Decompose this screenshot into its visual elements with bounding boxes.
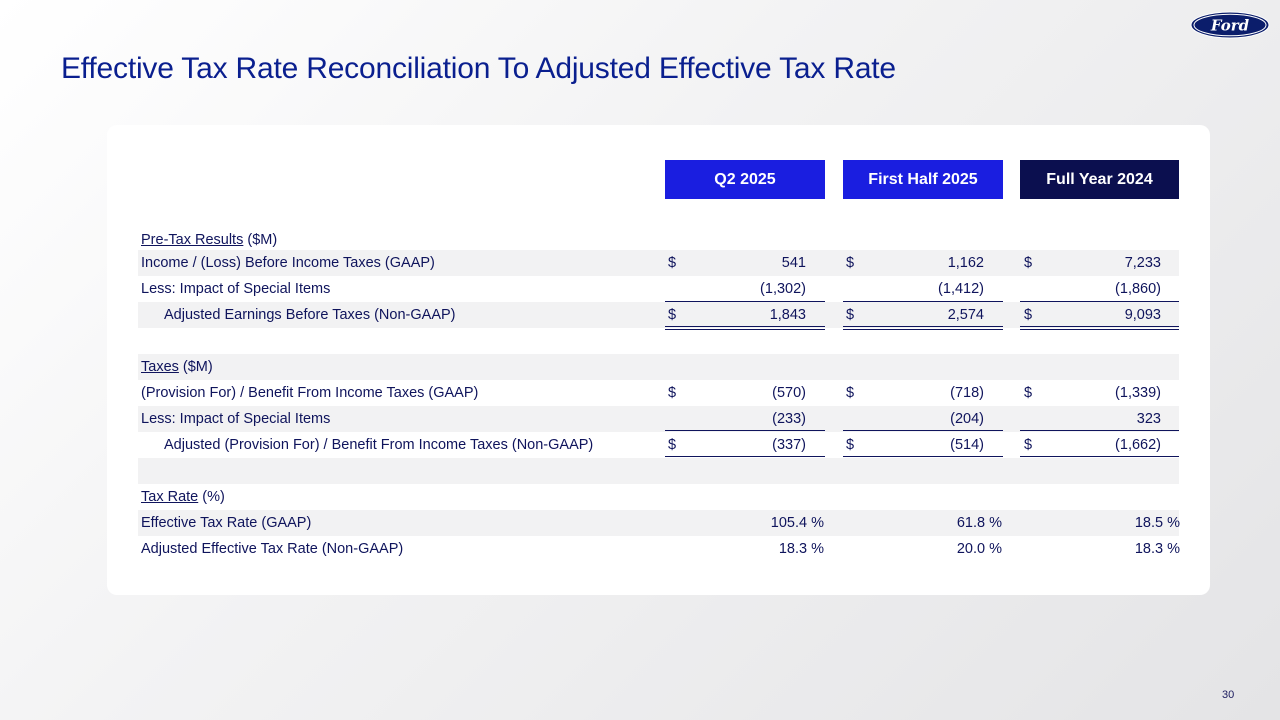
table-row: Income / (Loss) Before Income Taxes (GAA… [138, 250, 1179, 276]
row-label: Adjusted Effective Tax Rate (Non-GAAP) [141, 541, 404, 557]
cell-value: (204) [950, 411, 984, 427]
section-label: Tax Rate [141, 489, 199, 505]
currency-symbol: $ [846, 437, 855, 453]
currency-symbol: $ [668, 307, 677, 323]
row-label: Adjusted Earnings Before Taxes (Non-GAAP… [164, 307, 456, 323]
cell-value: (1,860) [1115, 281, 1161, 297]
table-row: Less: Impact of Special Items (1,302) (1… [138, 276, 1179, 302]
total-double-line [843, 326, 1003, 330]
cell-value: 541 [781, 255, 806, 271]
cell-value: (514) [950, 437, 984, 453]
cell-value: 1,843 [769, 307, 806, 323]
currency-symbol: $ [1024, 385, 1033, 401]
logo-text: Ford [1210, 17, 1250, 35]
currency-symbol: $ [668, 437, 677, 453]
spacer-row [138, 328, 1179, 354]
section-unit: ($M) [178, 359, 213, 375]
section-unit: ($M) [243, 232, 278, 248]
currency-symbol: $ [1024, 437, 1033, 453]
section-header-taxes: Taxes ($M) [138, 354, 1179, 380]
row-label: Less: Impact of Special Items [141, 281, 331, 297]
page-number: 30 [1222, 689, 1235, 701]
cell-value: (570) [772, 385, 806, 401]
row-label: Effective Tax Rate (GAAP) [141, 515, 312, 531]
column-header-full-year-2024: Full Year 2024 [1020, 160, 1179, 199]
cell-value: 7,233 [1124, 255, 1161, 271]
cell-value: (1,302) [760, 281, 806, 297]
cell-value: 9,093 [1124, 307, 1161, 323]
currency-symbol: $ [1024, 307, 1033, 323]
cell-value: 105.4 % [770, 515, 824, 531]
table-row: Adjusted (Provision For) / Benefit From … [138, 432, 1179, 460]
column-header-q2-2025: Q2 2025 [665, 160, 825, 199]
cell-value: (1,412) [938, 281, 984, 297]
subtotal-line [665, 301, 825, 302]
subtotal-line [843, 430, 1003, 431]
cell-value: (718) [950, 385, 984, 401]
row-label: Less: Impact of Special Items [141, 411, 331, 427]
total-double-line [665, 326, 825, 330]
table-row: Adjusted Earnings Before Taxes (Non-GAAP… [138, 302, 1179, 330]
cell-value: 61.8 % [956, 515, 1002, 531]
table-row: Effective Tax Rate (GAAP) 105.4 % 61.8 %… [138, 510, 1180, 536]
currency-symbol: $ [846, 255, 855, 271]
column-header-first-half-2025: First Half 2025 [843, 160, 1003, 199]
currency-symbol: $ [846, 307, 855, 323]
row-label: Income / (Loss) Before Income Taxes (GAA… [141, 255, 435, 271]
cell-value: 2,574 [947, 307, 984, 323]
page-title: Effective Tax Rate Reconciliation To Adj… [61, 52, 896, 85]
section-header-tax-rate: Tax Rate (%) [138, 484, 1179, 510]
cell-value: 1,162 [947, 255, 984, 271]
section-label: Taxes [141, 359, 179, 375]
table-row: Adjusted Effective Tax Rate (Non-GAAP) 1… [138, 536, 1180, 562]
table-row: (Provision For) / Benefit From Income Ta… [138, 380, 1179, 406]
row-label: (Provision For) / Benefit From Income Ta… [141, 385, 479, 401]
total-double-line [1020, 326, 1179, 330]
subtotal-line [665, 430, 825, 431]
currency-symbol: $ [1024, 255, 1033, 271]
reconciliation-card: Q2 2025 First Half 2025 Full Year 2024 P… [107, 125, 1210, 595]
section-label: Pre-Tax Results [141, 232, 244, 248]
cell-value: (1,339) [1115, 385, 1161, 401]
cell-value: (1,662) [1115, 437, 1161, 453]
currency-symbol: $ [668, 385, 677, 401]
subtotal-line [1020, 301, 1179, 302]
currency-symbol: $ [668, 255, 677, 271]
cell-value: 18.3 % [1134, 541, 1180, 557]
currency-symbol: $ [846, 385, 855, 401]
cell-value: 20.0 % [956, 541, 1002, 557]
cell-value: 18.5 % [1134, 515, 1180, 531]
cell-value: 18.3 % [778, 541, 824, 557]
section-unit: (%) [198, 489, 225, 505]
subtotal-line [843, 301, 1003, 302]
cell-value: (233) [772, 411, 806, 427]
table-row: Less: Impact of Special Items (233) (204… [138, 406, 1179, 432]
spacer-row [138, 458, 1179, 484]
cell-value: (337) [772, 437, 806, 453]
ford-logo: Ford [1190, 11, 1270, 39]
row-label: Adjusted (Provision For) / Benefit From … [164, 437, 594, 453]
cell-value: 323 [1136, 411, 1161, 427]
subtotal-line [1020, 430, 1179, 431]
section-header-pretax: Pre-Tax Results ($M) [138, 227, 1179, 253]
